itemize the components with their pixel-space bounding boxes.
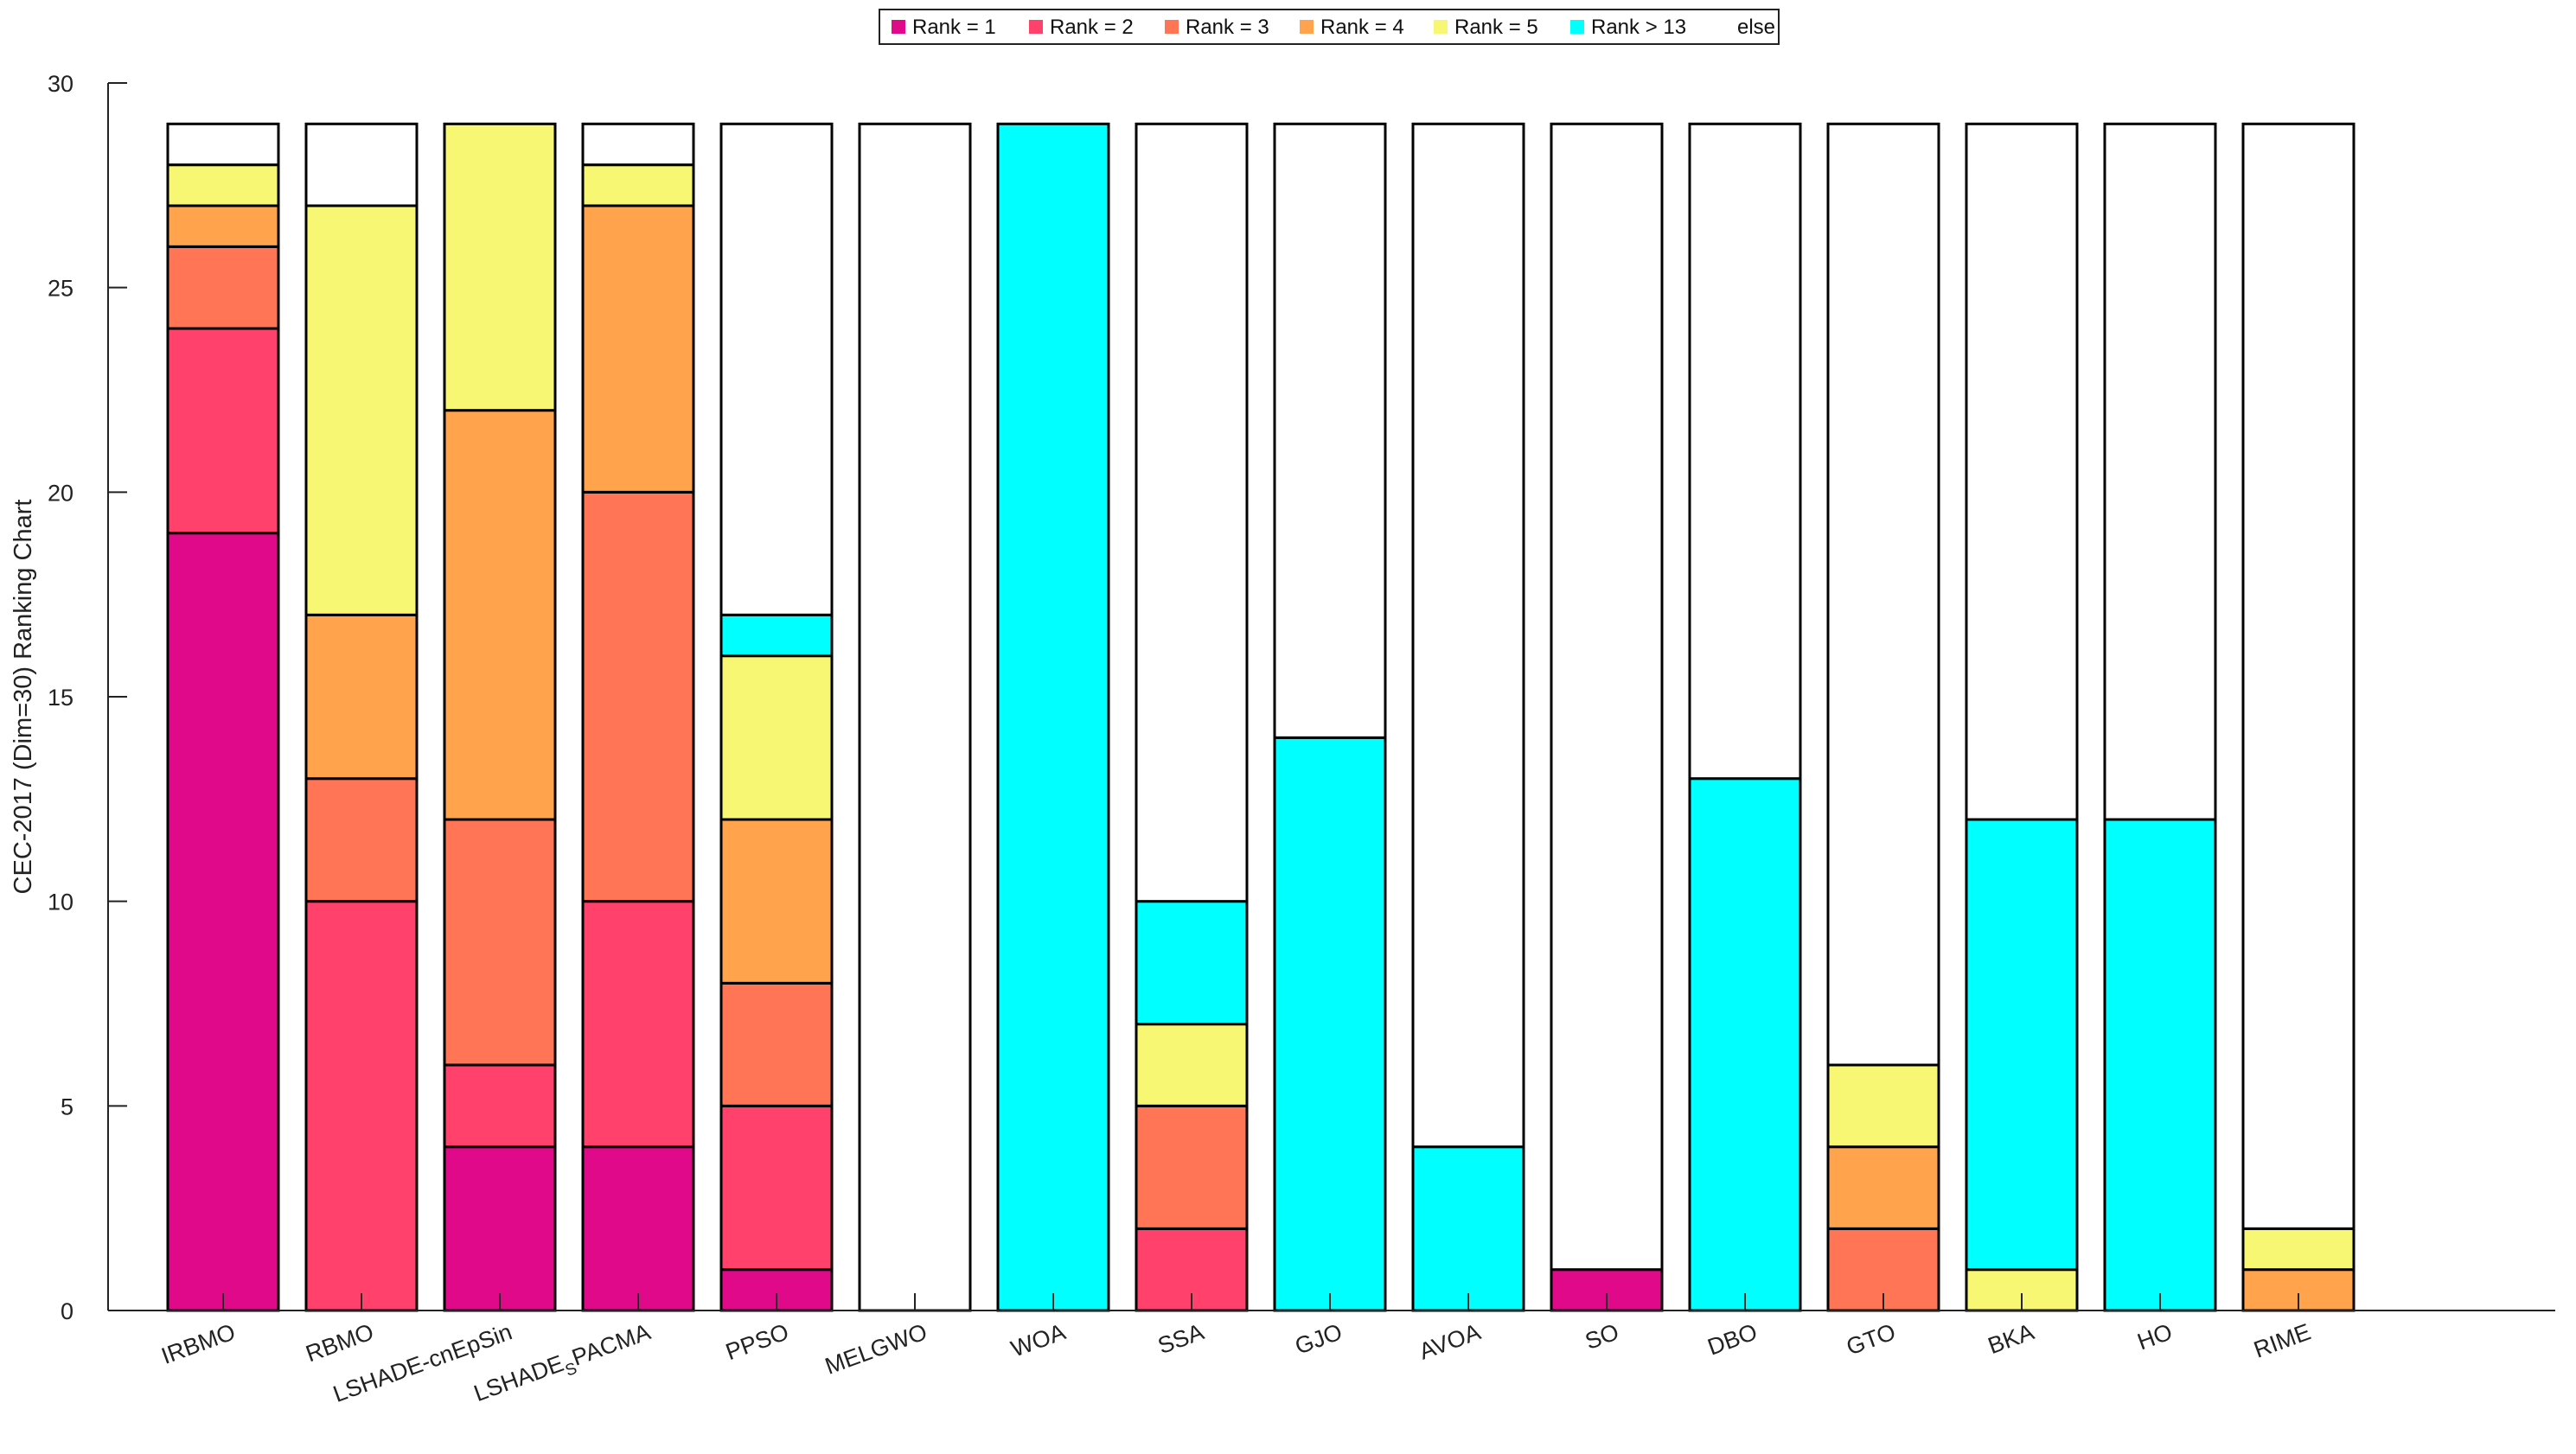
- bar-lshade-cnepsin-rank-2: [443, 1063, 557, 1149]
- legend-label-rank-4: Rank = 4: [1320, 16, 1404, 39]
- bar-irbmo-else: [166, 122, 280, 167]
- y-tick-label-30: 30: [48, 71, 74, 97]
- bar-avoa-else: [1411, 122, 1525, 1149]
- bar-lshade-cnepsin-rank-5: [443, 122, 557, 412]
- bar-dbo-else: [1688, 122, 1802, 781]
- bar-ho-rank-13: [2103, 818, 2217, 1312]
- bar-ppso-rank-2: [719, 1104, 834, 1272]
- bar-ppso-rank-4: [719, 818, 834, 985]
- bar-ssa-rank-13: [1135, 900, 1249, 1026]
- bars-layer: [166, 122, 2355, 1312]
- x-tick-label-ho: HO: [2134, 1318, 2176, 1355]
- y-tick-label-5: 5: [61, 1094, 74, 1119]
- bar-ssa-rank-3: [1135, 1104, 1249, 1230]
- bar-gto-else: [1826, 122, 1940, 1067]
- x-tick-label-dbo: DBO: [1704, 1318, 1761, 1360]
- bar-dbo-rank-13: [1688, 777, 1802, 1312]
- bar-ppso-else: [719, 122, 834, 616]
- y-axis-label: CEC-2017 (Dim=30) Ranking Chart: [10, 500, 37, 895]
- legend-label-rank-1: Rank = 1: [912, 16, 996, 39]
- bar-lshade-spacma-rank-4: [581, 204, 695, 494]
- x-tick-label-gjo: GJO: [1292, 1318, 1346, 1359]
- legend-swatch-rank-3: [1165, 20, 1179, 34]
- bar-rbmo-rank-5: [304, 204, 419, 616]
- bar-ppso-rank-3: [719, 981, 834, 1107]
- x-tick-label-ssa: SSA: [1154, 1318, 1207, 1359]
- bar-ho-else: [2103, 122, 2217, 821]
- bar-gjo-else: [1273, 122, 1387, 739]
- x-tick-label-ppso: PPSO: [722, 1318, 792, 1365]
- bar-lshade-cnepsin-rank-3: [443, 818, 557, 1067]
- bar-lshade-spacma-rank-1: [581, 1145, 695, 1312]
- bar-lshade-cnepsin-rank-4: [443, 409, 557, 821]
- x-tick-label-melgwo: MELGWO: [821, 1318, 930, 1379]
- legend-label-rank-13: Rank > 13: [1591, 16, 1686, 39]
- bar-rime-else: [2241, 122, 2355, 1230]
- bar-melgwo-else: [858, 122, 972, 1312]
- legend: Rank = 1 Rank = 2 Rank = 3 Rank = 4 Rank = 5…: [879, 9, 1780, 45]
- y-tick-label-25: 25: [48, 276, 74, 302]
- bar-avoa-rank-13: [1411, 1145, 1525, 1312]
- legend-swatch-rank-2: [1029, 20, 1043, 34]
- bar-ppso-rank-5: [719, 654, 834, 821]
- bar-bka-else: [1965, 122, 2079, 821]
- legend-swatch-rank-4: [1300, 20, 1314, 34]
- bar-irbmo-rank-4: [166, 204, 280, 248]
- x-tick-label-avoa: AVOA: [1416, 1318, 1484, 1364]
- bar-gjo-rank-13: [1273, 736, 1387, 1312]
- y-tick-label-20: 20: [48, 480, 74, 506]
- bar-rbmo-else: [304, 122, 419, 207]
- bar-lshade-spacma-else: [581, 122, 695, 167]
- bar-gto-rank-5: [1826, 1063, 1940, 1149]
- legend-label-rank-3: Rank = 3: [1186, 16, 1269, 39]
- legend-swatch-rank-1: [892, 20, 905, 34]
- legend-swatch-rank-13: [1570, 20, 1584, 34]
- x-tick-label-rbmo: RBMO: [303, 1318, 377, 1367]
- x-tick-label-gto: GTO: [1843, 1318, 1899, 1360]
- bar-rbmo-rank-2: [304, 900, 419, 1312]
- x-tick-label-irbmo: IRBMO: [158, 1318, 239, 1368]
- bar-so-else: [1550, 122, 1664, 1272]
- bar-rime-rank-5: [2241, 1227, 2355, 1272]
- bar-woa-rank-13: [996, 122, 1110, 1312]
- legend-label-rank-2: Rank = 2: [1050, 16, 1134, 39]
- bar-lshade-spacma-rank-2: [581, 900, 695, 1149]
- bar-lshade-spacma-rank-5: [581, 163, 695, 207]
- legend-label-else: else: [1737, 16, 1775, 39]
- bar-ssa-rank-5: [1135, 1023, 1249, 1107]
- bar-bka-rank-13: [1965, 818, 2079, 1272]
- x-tick-label-rime: RIME: [2250, 1318, 2314, 1362]
- bar-rbmo-rank-3: [304, 777, 419, 903]
- x-tick-label-woa: WOA: [1007, 1318, 1069, 1362]
- bar-irbmo-rank-3: [166, 245, 280, 330]
- legend-label-rank-5: Rank = 5: [1454, 16, 1538, 39]
- bar-irbmo-rank-2: [166, 327, 280, 535]
- bar-lshade-spacma-rank-3: [581, 490, 695, 903]
- bar-ppso-rank-13: [719, 613, 834, 658]
- x-tick-label-bka: BKA: [1985, 1318, 2037, 1359]
- bar-ssa-else: [1135, 122, 1249, 903]
- legend-swatch-rank-5: [1434, 20, 1448, 34]
- y-tick-label-15: 15: [48, 685, 74, 711]
- bar-irbmo-rank-1: [166, 532, 280, 1312]
- y-tick-label-0: 0: [61, 1298, 74, 1324]
- bar-irbmo-rank-5: [166, 163, 280, 207]
- bar-rbmo-rank-4: [304, 613, 419, 781]
- bar-lshade-cnepsin-rank-1: [443, 1145, 557, 1312]
- bar-gto-rank-4: [1826, 1145, 1940, 1230]
- x-tick-label-so: SO: [1582, 1318, 1622, 1355]
- y-tick-label-10: 10: [48, 890, 74, 915]
